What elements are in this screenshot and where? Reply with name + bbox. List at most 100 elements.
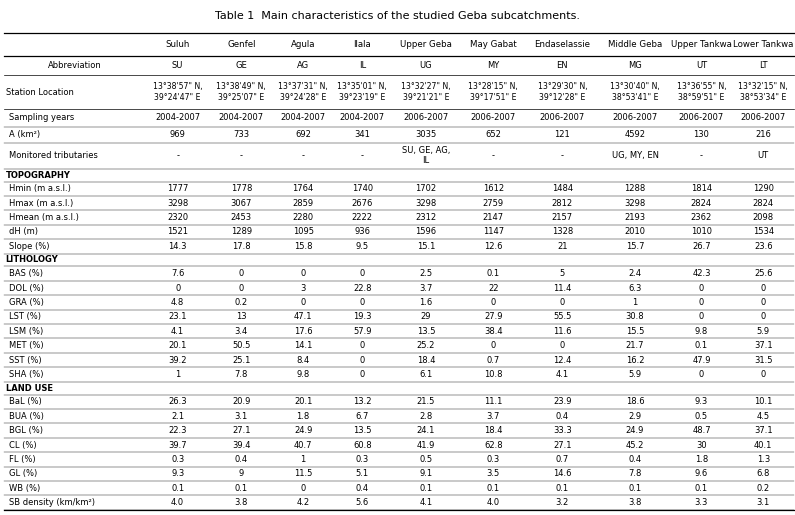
Text: 2010: 2010 [625,228,646,236]
Text: 39.2: 39.2 [169,355,187,365]
Text: LITHOLOGY: LITHOLOGY [6,255,58,265]
Text: 0.1: 0.1 [487,269,500,278]
Text: 11.5: 11.5 [294,469,312,478]
Text: 50.5: 50.5 [232,341,250,350]
Text: 0: 0 [761,370,766,379]
Text: 2.9: 2.9 [629,411,642,421]
Text: Upper Tankwa: Upper Tankwa [671,40,732,49]
Text: 15.8: 15.8 [294,242,312,251]
Text: 2859: 2859 [293,199,314,208]
Text: 1534: 1534 [753,228,774,236]
Text: 0.2: 0.2 [757,484,770,493]
Text: 0.7: 0.7 [487,355,500,365]
Text: 13.5: 13.5 [417,327,435,336]
Text: 2004-2007: 2004-2007 [219,113,264,123]
Text: -: - [240,151,242,160]
Text: 24.9: 24.9 [294,426,312,435]
Text: 216: 216 [755,130,771,140]
Text: 2.8: 2.8 [419,411,432,421]
Text: 0.1: 0.1 [629,484,642,493]
Text: 13°29'30" N,
39°12'28" E: 13°29'30" N, 39°12'28" E [537,82,588,102]
Text: Upper Geba: Upper Geba [400,40,452,49]
Text: 18.4: 18.4 [417,355,435,365]
Text: 0: 0 [359,269,365,278]
Text: WB (%): WB (%) [9,484,40,493]
Text: 2006-2007: 2006-2007 [679,113,724,123]
Text: 0: 0 [359,370,365,379]
Text: 0: 0 [761,298,766,307]
Text: 2004-2007: 2004-2007 [339,113,385,123]
Text: 130: 130 [693,130,709,140]
Text: Table 1  Main characteristics of the studied Geba subcatchments.: Table 1 Main characteristics of the stud… [215,11,580,21]
Text: 4.0: 4.0 [487,498,500,507]
Text: 0: 0 [238,269,244,278]
Text: BaL (%): BaL (%) [9,397,41,406]
Text: 3.4: 3.4 [235,327,248,336]
Text: 12.6: 12.6 [484,242,502,251]
Text: 2320: 2320 [167,213,188,222]
Text: 62.8: 62.8 [484,440,502,450]
Text: 0: 0 [301,298,306,307]
Text: 25.2: 25.2 [417,341,435,350]
Text: 9.6: 9.6 [695,469,708,478]
Text: 3.2: 3.2 [556,498,569,507]
Text: 55.5: 55.5 [553,313,572,321]
Text: 1521: 1521 [167,228,188,236]
Text: 23.6: 23.6 [754,242,773,251]
Text: 39.7: 39.7 [169,440,187,450]
Text: 0.4: 0.4 [629,455,642,464]
Text: 3.5: 3.5 [487,469,500,478]
Text: 17.6: 17.6 [294,327,312,336]
Text: 1.3: 1.3 [757,455,770,464]
Text: 27.1: 27.1 [553,440,572,450]
Text: 20.1: 20.1 [294,397,312,406]
Text: 0: 0 [699,298,704,307]
Text: 0: 0 [699,284,704,293]
Text: 5.9: 5.9 [629,370,642,379]
Text: 692: 692 [295,130,311,140]
Text: 1: 1 [301,455,306,464]
Text: 3035: 3035 [415,130,436,140]
Text: 60.8: 60.8 [353,440,371,450]
Text: Monitored tributaries: Monitored tributaries [9,151,98,160]
Text: 2006-2007: 2006-2007 [612,113,657,123]
Text: 37.1: 37.1 [754,426,773,435]
Text: 969: 969 [169,130,185,140]
Text: UG: UG [420,61,432,70]
Text: 2098: 2098 [753,213,774,222]
Text: SHA (%): SHA (%) [9,370,43,379]
Text: 1095: 1095 [293,228,314,236]
Text: 24.9: 24.9 [626,426,644,435]
Text: 1288: 1288 [624,184,646,193]
Text: 15.1: 15.1 [417,242,435,251]
Text: 2004-2007: 2004-2007 [155,113,200,123]
Text: 936: 936 [355,228,370,236]
Text: 13°28'15" N,
39°17'51" E: 13°28'15" N, 39°17'51" E [468,82,518,102]
Text: LSM (%): LSM (%) [9,327,43,336]
Text: 1289: 1289 [231,228,252,236]
Text: 3.8: 3.8 [628,498,642,507]
Text: 18.6: 18.6 [626,397,645,406]
Text: Station Location: Station Location [6,88,73,97]
Text: 0.5: 0.5 [695,411,708,421]
Text: 9.8: 9.8 [297,370,310,379]
Text: 1.8: 1.8 [695,455,708,464]
Text: FL (%): FL (%) [9,455,35,464]
Text: 1740: 1740 [351,184,373,193]
Text: 4.0: 4.0 [171,498,184,507]
Text: 9: 9 [238,469,244,478]
Text: 0.1: 0.1 [171,484,184,493]
Text: 13°38'57" N,
39°24'47" E: 13°38'57" N, 39°24'47" E [153,82,203,102]
Text: 11.6: 11.6 [553,327,572,336]
Text: 2147: 2147 [483,213,504,222]
Text: 1.6: 1.6 [419,298,432,307]
Text: SB density (km/km²): SB density (km/km²) [9,498,95,507]
Text: 4.8: 4.8 [171,298,184,307]
Text: 3298: 3298 [624,199,646,208]
Text: 45.2: 45.2 [626,440,644,450]
Text: 14.3: 14.3 [169,242,187,251]
Text: 2006-2007: 2006-2007 [741,113,786,123]
Text: 14.1: 14.1 [294,341,312,350]
Text: 14.6: 14.6 [553,469,572,478]
Text: 37.1: 37.1 [754,341,773,350]
